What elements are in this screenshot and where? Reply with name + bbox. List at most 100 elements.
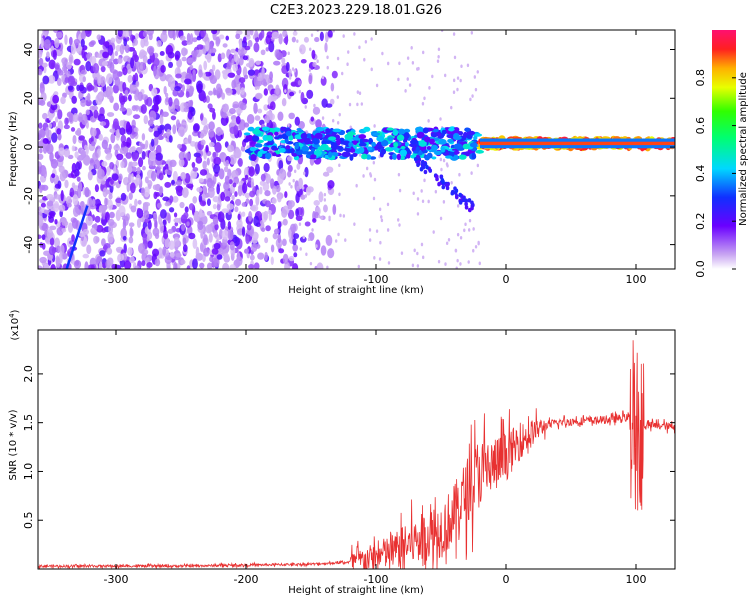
heatmap-cell bbox=[297, 80, 302, 86]
heatmap-cell bbox=[277, 134, 283, 139]
heatmap-cell bbox=[206, 262, 213, 269]
heatmap-cell bbox=[42, 62, 48, 68]
heatmap-cell bbox=[270, 256, 274, 266]
heatmap-cell bbox=[421, 255, 425, 260]
heatmap-cell bbox=[272, 152, 277, 157]
heatmap-cell bbox=[387, 136, 394, 142]
heatmap-cell bbox=[39, 83, 45, 95]
heatmap-cell bbox=[57, 132, 62, 141]
heatmap-cell bbox=[380, 139, 389, 147]
heatmap-cell bbox=[220, 52, 226, 60]
heatmap-cell bbox=[250, 154, 257, 162]
heatmap-cell bbox=[78, 135, 85, 141]
heatmap-cell bbox=[320, 216, 324, 220]
heatmap-cell bbox=[135, 32, 139, 40]
heatmap-cell bbox=[342, 34, 345, 38]
heatmap-cell bbox=[305, 153, 312, 159]
heatmap-cell bbox=[296, 163, 301, 170]
heatmap-cell bbox=[162, 219, 167, 226]
heatmap-cell bbox=[142, 201, 151, 207]
heatmap-cell bbox=[216, 184, 221, 195]
heatmap-cell bbox=[282, 253, 289, 265]
heatmap-cell bbox=[72, 194, 79, 206]
heatmap-cell bbox=[109, 161, 115, 170]
heatmap-cell bbox=[231, 79, 237, 89]
heatmap-cell bbox=[299, 48, 303, 52]
heatmap-cell bbox=[378, 257, 382, 261]
heatmap-cell bbox=[381, 51, 384, 56]
heatmap-cell bbox=[200, 30, 207, 38]
heatmap-cell bbox=[197, 220, 204, 231]
heatmap-cell bbox=[175, 73, 182, 79]
heatmap-cell bbox=[206, 157, 210, 166]
heatmap-cell bbox=[159, 51, 165, 56]
heatmap-band-core bbox=[480, 141, 675, 146]
heatmap-cell bbox=[410, 46, 413, 50]
heatmap-cell bbox=[271, 197, 277, 204]
heatmap-cell bbox=[154, 258, 161, 267]
heatmap-cell bbox=[226, 190, 232, 198]
heatmap-cell bbox=[141, 187, 145, 196]
heatmap-cell bbox=[399, 149, 407, 157]
heatmap-cell bbox=[156, 202, 162, 209]
heatmap-cell bbox=[471, 94, 474, 98]
heatmap-cell bbox=[223, 253, 230, 263]
heatmap-cell bbox=[189, 64, 194, 71]
heatmap-cell bbox=[456, 232, 460, 237]
heatmap-cell bbox=[112, 118, 119, 129]
heatmap-cell bbox=[73, 259, 82, 269]
heatmap-cell bbox=[106, 247, 113, 255]
colorbar-tick-label: 0.8 bbox=[694, 69, 707, 87]
heatmap-cell bbox=[423, 96, 426, 101]
heatmap-cell bbox=[275, 153, 282, 157]
heatmap-cell bbox=[453, 135, 462, 141]
heatmap-cell bbox=[308, 68, 312, 72]
heatmap-cell bbox=[93, 109, 99, 119]
heatmap-cell bbox=[469, 97, 472, 102]
heatmap-cell bbox=[54, 218, 58, 225]
heatmap-cell bbox=[304, 137, 311, 145]
heatmap-cell bbox=[423, 169, 428, 175]
heatmap-cell bbox=[209, 256, 214, 263]
heatmap-cell bbox=[262, 146, 270, 152]
heatmap-cell bbox=[67, 85, 74, 91]
heatmap-cell bbox=[321, 116, 325, 120]
heatmap-cell bbox=[173, 217, 181, 223]
heatmap-cell bbox=[320, 143, 329, 151]
heatmap-cell bbox=[40, 37, 44, 49]
spectrogram-ytick-label: 0 bbox=[22, 144, 35, 151]
heatmap-cell bbox=[91, 127, 97, 137]
heatmap-cell bbox=[243, 74, 249, 80]
heatmap-cell bbox=[175, 180, 183, 186]
spectrogram-ytick-label: 40 bbox=[22, 43, 35, 57]
heatmap-cell bbox=[220, 115, 229, 126]
heatmap-cell bbox=[355, 183, 358, 188]
heatmap-cell bbox=[174, 54, 180, 61]
heatmap-cell bbox=[160, 64, 166, 73]
heatmap-cell bbox=[331, 118, 335, 123]
heatmap-cell bbox=[41, 223, 49, 232]
heatmap-cell bbox=[120, 160, 125, 169]
heatmap-cell bbox=[84, 187, 90, 198]
heatmap-cell bbox=[312, 61, 317, 68]
heatmap-cell bbox=[239, 102, 247, 111]
heatmap-cell bbox=[46, 200, 54, 207]
heatmap-cell bbox=[183, 106, 189, 113]
heatmap-cell bbox=[216, 254, 223, 260]
heatmap-cell bbox=[454, 248, 458, 253]
heatmap-cell bbox=[217, 211, 225, 223]
heatmap-cell bbox=[288, 182, 291, 186]
heatmap-cell bbox=[52, 94, 60, 104]
heatmap-cell bbox=[56, 77, 62, 87]
heatmap-cell bbox=[300, 145, 310, 153]
heatmap-cell bbox=[180, 171, 187, 181]
heatmap-cell bbox=[453, 55, 457, 60]
heatmap-cell bbox=[127, 94, 132, 102]
heatmap-cell bbox=[246, 223, 252, 231]
heatmap-cell bbox=[163, 233, 169, 239]
heatmap-cell bbox=[450, 189, 455, 195]
heatmap-cell bbox=[179, 201, 185, 209]
heatmap-cell bbox=[324, 42, 328, 53]
heatmap-cell bbox=[161, 111, 169, 118]
heatmap-cell bbox=[386, 127, 394, 131]
